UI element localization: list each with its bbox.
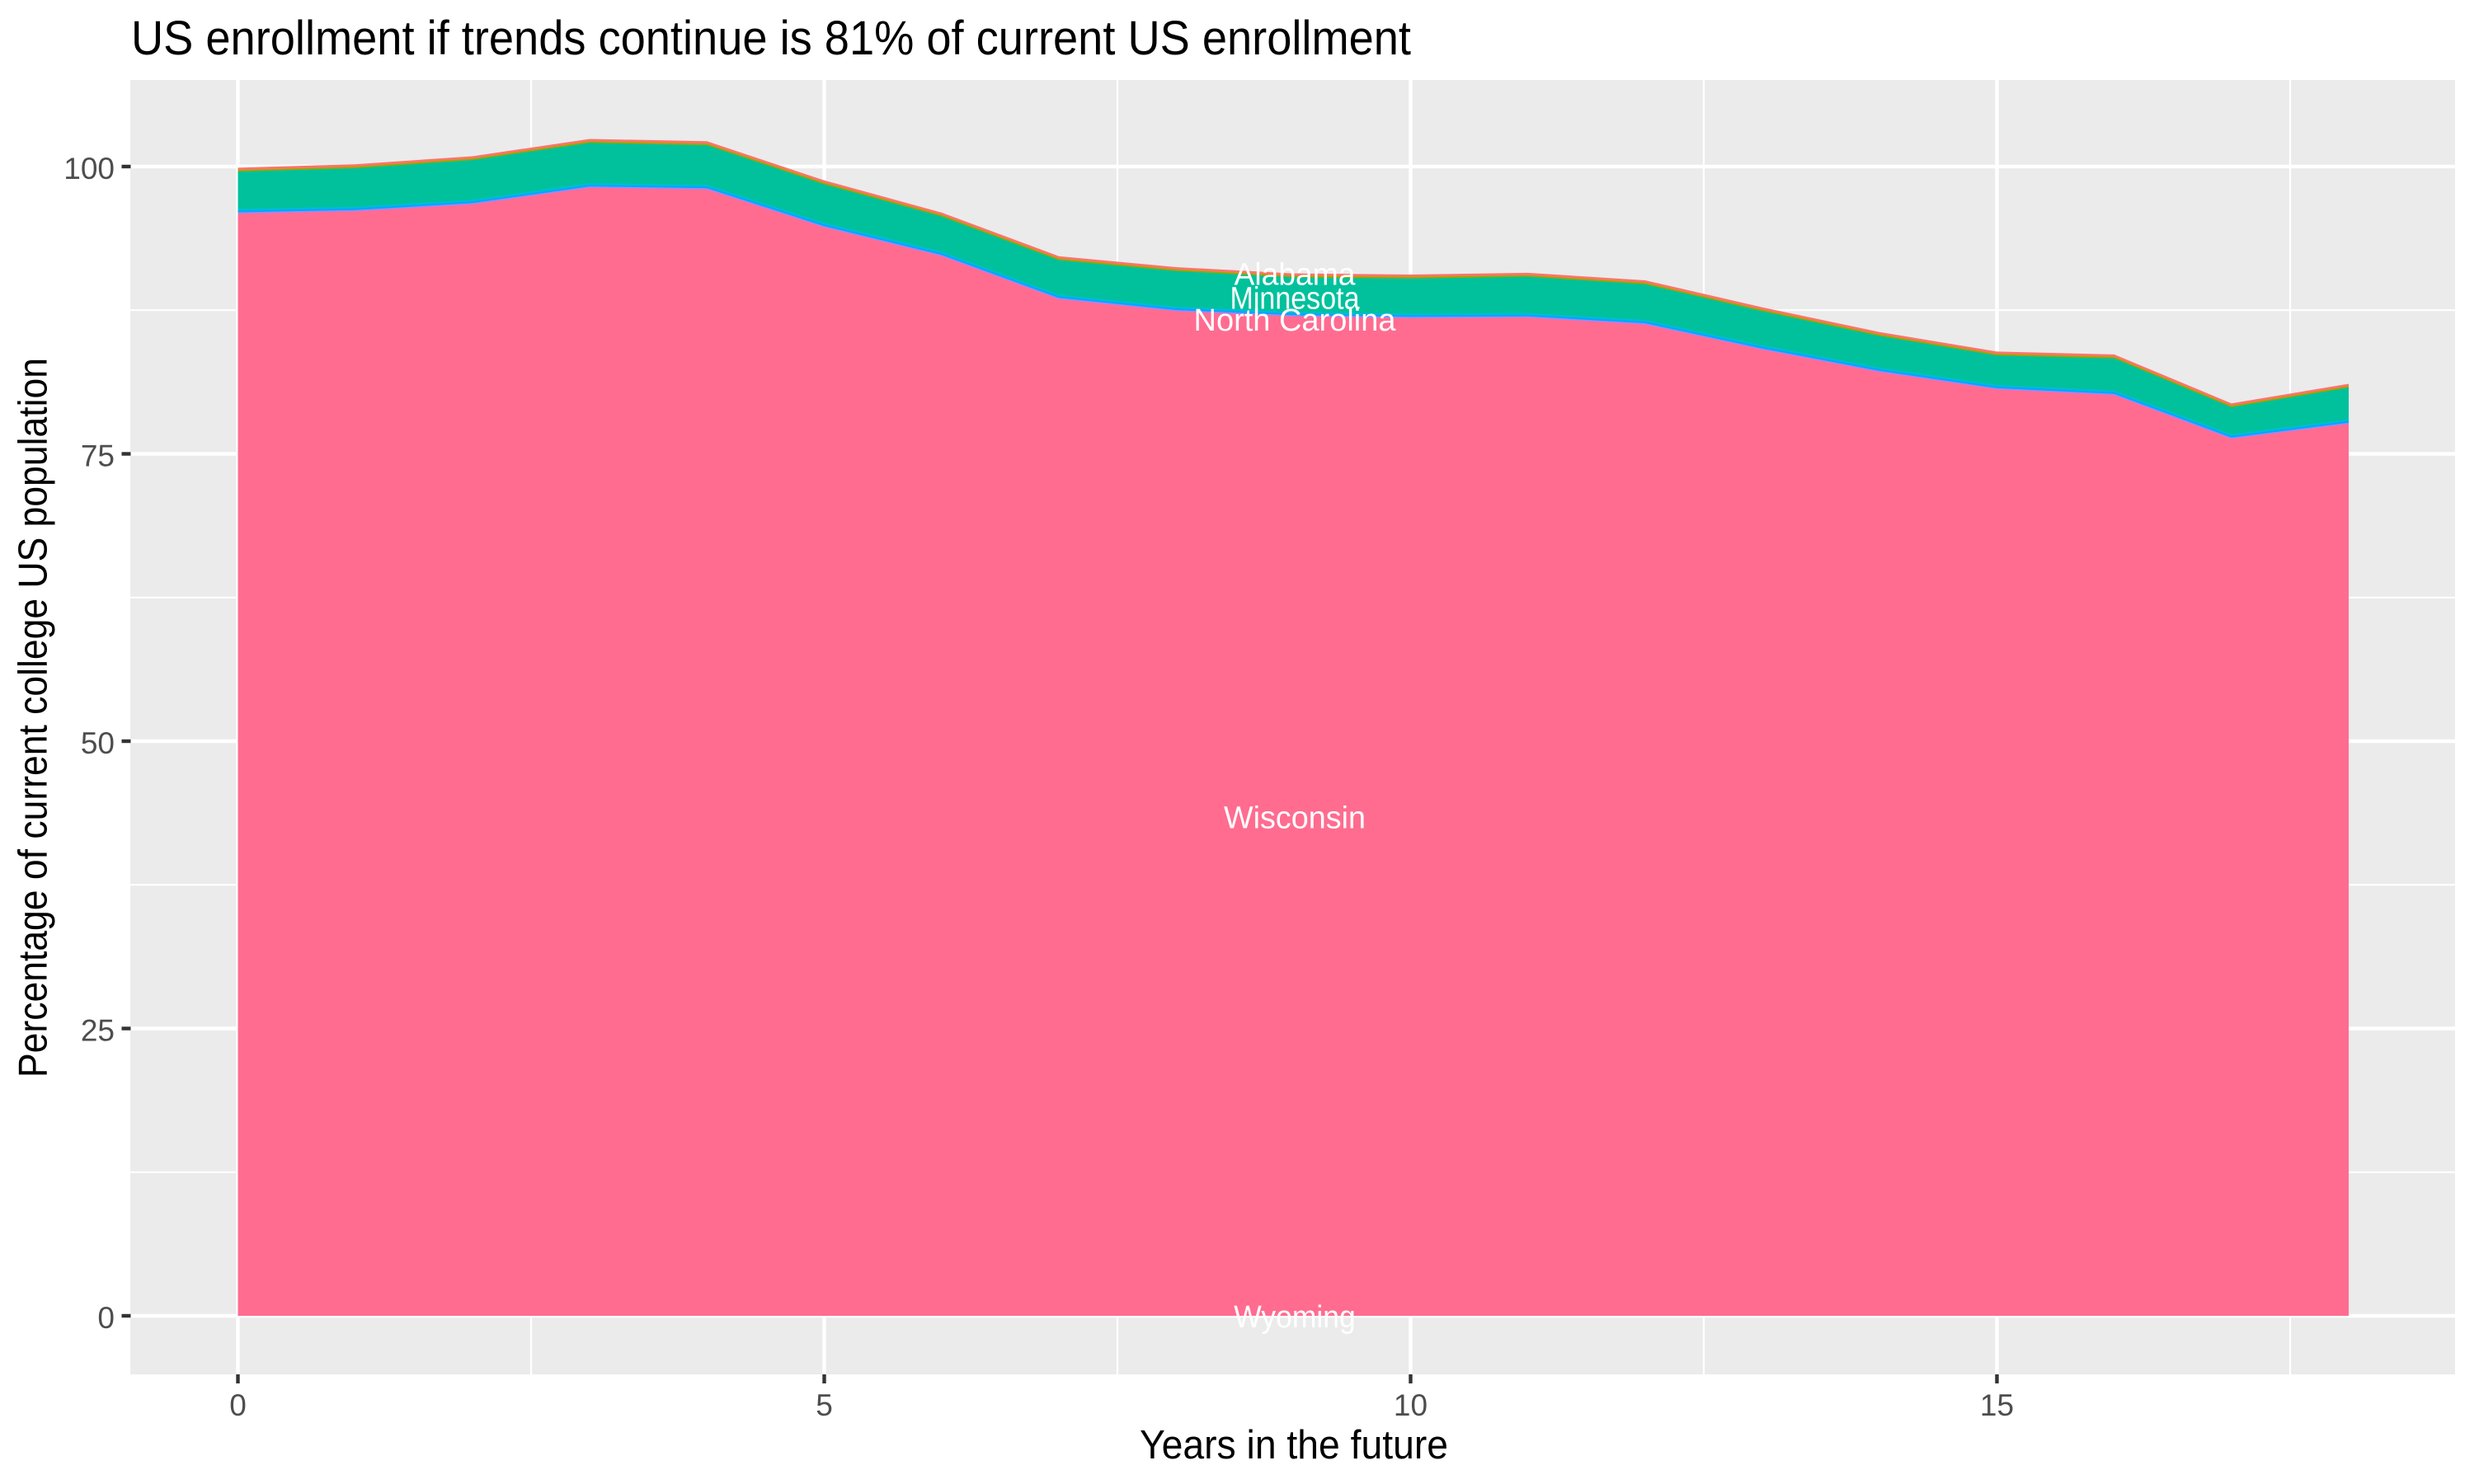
- svg-text:0: 0: [97, 1301, 115, 1335]
- svg-text:Wisconsin: Wisconsin: [1224, 801, 1366, 836]
- svg-text:Wyoming: Wyoming: [1234, 1300, 1356, 1335]
- svg-text:15: 15: [1980, 1388, 2014, 1422]
- svg-text:Years in the future: Years in the future: [1140, 1423, 1448, 1468]
- svg-text:US enrollment if trends contin: US enrollment if trends continue is 81% …: [131, 12, 1411, 65]
- svg-text:5: 5: [816, 1388, 833, 1422]
- svg-text:50: 50: [81, 726, 115, 760]
- svg-text:0: 0: [229, 1388, 247, 1422]
- svg-text:Percentage of current college: Percentage of current college US populat…: [12, 358, 56, 1078]
- svg-text:Minnesota: Minnesota: [1230, 282, 1361, 317]
- svg-text:North Carolina: North Carolina: [1194, 303, 1397, 338]
- svg-text:100: 100: [63, 152, 115, 186]
- svg-text:Alabama: Alabama: [1235, 258, 1357, 293]
- svg-text:25: 25: [81, 1014, 115, 1048]
- svg-text:10: 10: [1394, 1388, 1427, 1422]
- svg-text:75: 75: [81, 439, 115, 473]
